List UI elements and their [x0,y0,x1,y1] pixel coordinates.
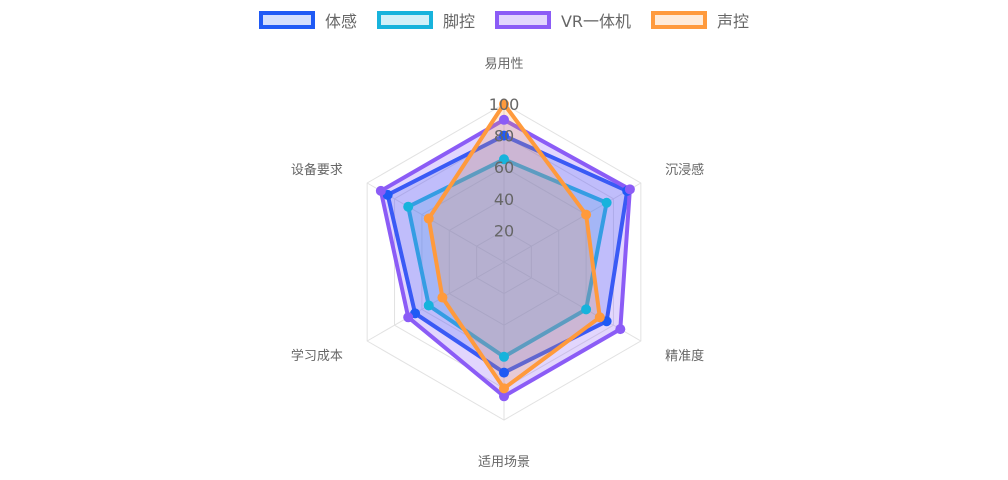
series-1-point-4 [423,300,434,311]
axis-label-4: 学习成本 [291,348,343,364]
series-2-point-4 [403,312,414,323]
axis-label-2: 精准度 [665,348,704,364]
series-1-point-3 [499,351,509,362]
series-3-point-3 [499,383,509,394]
grid-spoke-1 [503,182,642,263]
series-1-point-2 [581,304,592,315]
series-1-point-5 [403,201,414,212]
axis-label-5: 设备要求 [291,162,343,178]
series-3-point-2 [594,312,605,323]
legend-swatch-shengkong [651,11,708,29]
tick-label-40: 40 [494,190,514,209]
legend-label-tigan: 体感 [324,12,357,31]
series-2-point-3 [499,391,509,402]
legend-swatch-jiaokong [376,11,433,29]
legend-label-jiaokong: 脚控 [442,12,475,31]
tick-label-60: 60 [494,158,514,177]
axis-label-1: 沉浸感 [665,162,704,178]
legend-label-vr: VR一体机 [560,12,632,31]
series-0-point-0 [499,130,509,141]
legend: 体感 脚控 VR一体机 声控 [0,8,1008,32]
series-1-point-1 [601,197,612,208]
legend-swatch-tigan [258,11,315,29]
legend-item-tigan[interactable]: 体感 [258,8,357,32]
series-2-point-1 [624,184,635,195]
legend-item-jiaokong[interactable]: 脚控 [376,8,475,32]
tick-label-100: 100 [489,95,520,114]
legend-swatch-vr [494,11,551,29]
grid-spoke-4 [366,261,505,342]
series-3-point-4 [437,292,448,303]
series-3-point-1 [581,209,592,220]
series-1-point-0 [499,154,509,165]
axis-label-3: 适用场景 [478,455,530,470]
series-2-point-2 [615,324,626,335]
legend-item-vr[interactable]: VR一体机 [494,8,632,32]
series-3-point-0 [499,99,509,109]
series-2-point-0 [499,114,509,125]
series-2-point-5 [375,185,386,196]
series-3-point-5 [423,213,434,224]
legend-label-shengkong: 声控 [717,12,750,31]
axis-label-0: 易用性 [484,57,523,72]
legend-item-shengkong[interactable]: 声控 [651,8,749,32]
tick-label-20: 20 [494,221,514,240]
series-0-point-3 [499,367,509,378]
tick-label-80: 80 [494,127,514,146]
